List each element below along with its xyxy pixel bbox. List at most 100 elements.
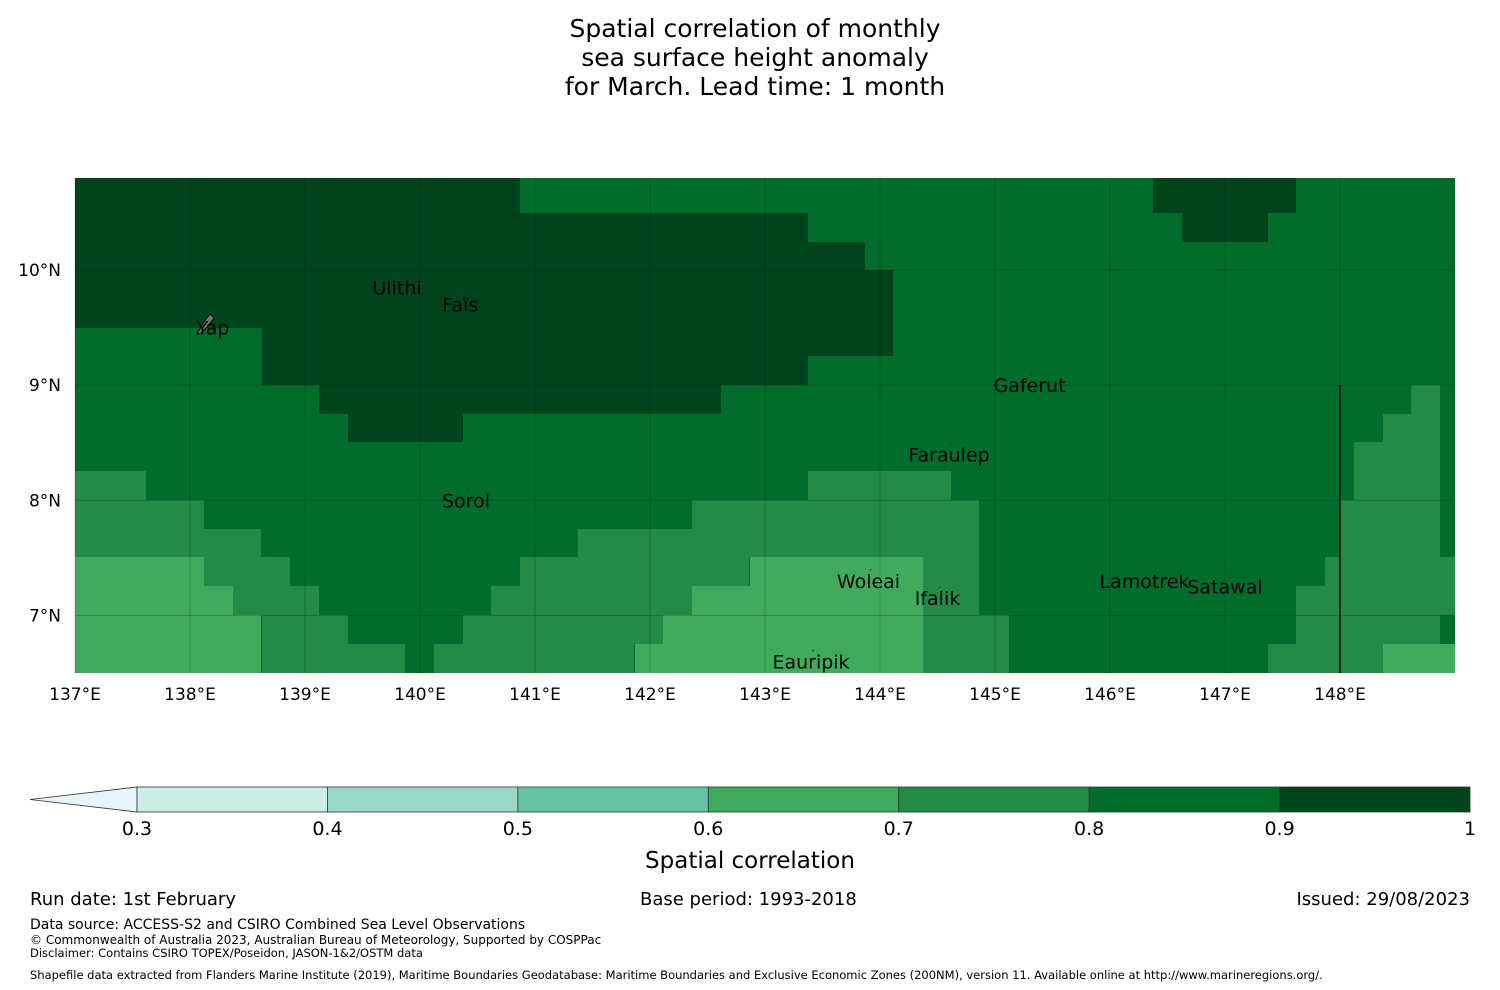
place-label: Ifalik <box>915 588 961 610</box>
correlation-map-figure: Ulithi Faïs Yap Gaferut Faraulep Sorol Woleai I… <box>18 178 1476 874</box>
title-line-1: Spatial correlation of monthly <box>569 14 941 43</box>
place-label: Yap <box>196 318 230 340</box>
colorbar-tick-label: 0.7 <box>884 818 914 840</box>
lon-tick-label: 140°E <box>394 685 446 705</box>
lon-tick-label: 144°E <box>854 685 906 705</box>
correlation-cell <box>434 644 634 673</box>
island-marker <box>1030 373 1033 376</box>
island-marker <box>1145 569 1148 571</box>
correlation-cell <box>75 529 261 557</box>
correlation-cell <box>233 586 319 616</box>
title-line-3: for March. Lead time: 1 month <box>564 72 946 101</box>
correlation-cell <box>204 586 233 615</box>
colorbar-segment <box>1279 786 1471 813</box>
colorbar-segment <box>327 786 519 813</box>
colorbar-tick-label: 0.9 <box>1264 818 1294 840</box>
yap-island-shape <box>196 313 215 335</box>
island-marker <box>869 569 872 571</box>
colorbar-label: Spatial correlation <box>645 848 855 874</box>
place-label: Eauripik <box>772 651 849 673</box>
place-label: Faïs <box>442 295 478 317</box>
place-label: Sorol <box>442 490 490 512</box>
place-label: Lamotrek <box>1100 571 1190 593</box>
lon-tick-label: 141°E <box>509 685 561 705</box>
colorbar-tick-label: 0.6 <box>693 818 723 840</box>
colorbar-extend-arrow <box>29 786 138 813</box>
island-marker <box>950 442 952 445</box>
lon-tick-label: 137°E <box>49 685 101 705</box>
run-date: Run date: 1st February <box>30 889 236 910</box>
correlation-cell <box>1383 414 1440 442</box>
lat-tick-label: 7°N <box>29 606 61 626</box>
correlation-cell <box>1182 213 1268 242</box>
correlation-cell <box>262 356 808 385</box>
colorbar-tick-label: 1 <box>1464 818 1476 840</box>
correlation-cell <box>490 213 808 242</box>
place-label: Ulithi <box>372 277 421 299</box>
place-label: Satawal <box>1187 577 1262 599</box>
colorbar-segment <box>517 786 709 813</box>
lat-tick-label: 10°N <box>18 261 61 281</box>
correlation-cell <box>1411 385 1440 414</box>
correlation-cell <box>348 644 405 673</box>
island-marker <box>461 292 464 295</box>
correlation-cell <box>635 644 923 673</box>
lat-tick-label: 8°N <box>29 491 61 511</box>
lon-tick-label: 146°E <box>1084 685 1136 705</box>
correlation-cell <box>663 615 923 644</box>
correlation-cell <box>1340 557 1455 615</box>
place-label: Woleai <box>837 571 900 593</box>
title-line-2: sea surface height anomaly <box>581 43 929 72</box>
correlation-cell <box>1268 644 1383 673</box>
island-marker <box>812 649 814 652</box>
disclaimer: Disclaimer: Contains CSIRO TOPEX/Poseido… <box>30 946 423 960</box>
lon-tick-label: 142°E <box>624 685 676 705</box>
lon-tick-label: 143°E <box>739 685 791 705</box>
colorbar-tick-label: 0.3 <box>122 818 152 840</box>
correlation-cell <box>923 557 979 615</box>
correlation-cell <box>520 557 749 586</box>
correlation-cell <box>1383 644 1455 673</box>
base-period: Base period: 1993-2018 <box>640 889 857 910</box>
colorbar-segment <box>136 786 328 813</box>
place-labels: Ulithi Faïs Yap Gaferut Faraulep Sorol Woleai I… <box>196 275 1263 673</box>
correlation-cell <box>1153 178 1296 213</box>
colorbar-tick-label: 0.4 <box>312 818 342 840</box>
correlation-cell <box>1340 615 1440 644</box>
correlation-cell <box>750 557 923 587</box>
correlation-cell <box>1296 586 1340 644</box>
correlation-cell <box>1325 557 1340 586</box>
issued-date: Issued: 29/08/2023 <box>1296 889 1470 910</box>
island-marker <box>398 275 400 278</box>
correlation-cell <box>204 557 290 587</box>
correlation-cell <box>1354 442 1440 500</box>
map-axes: 10°N 9°N 8°N 7°N 137°E 138°E 139°E 140°E 141°E 14… <box>18 261 1366 705</box>
correlation-cell <box>692 586 923 615</box>
island-marker <box>467 488 469 491</box>
correlation-cell <box>490 242 865 270</box>
colorbar-segment <box>898 786 1090 813</box>
correlation-cell <box>75 471 146 500</box>
correlation-cell <box>233 270 893 328</box>
lat-tick-label: 9°N <box>29 376 61 396</box>
island-marker <box>214 315 216 318</box>
correlation-cells <box>75 178 1455 673</box>
correlation-cell <box>348 414 463 442</box>
chart-title: Spatial correlation of monthly sea surfa… <box>450 14 1060 101</box>
correlation-cell <box>262 615 348 673</box>
correlation-cell <box>75 615 261 673</box>
correlation-cell <box>578 529 979 557</box>
data-source: Data source: ACCESS-S2 and CSIRO Combine… <box>30 917 526 933</box>
shapefile-credit: Shapefile data extracted from Flanders M… <box>30 968 1323 982</box>
colorbar-tick-label: 0.8 <box>1074 818 1104 840</box>
island-marker <box>1226 574 1228 577</box>
island-marker <box>938 586 941 589</box>
lon-tick-label: 139°E <box>279 685 331 705</box>
colorbar: 0.3 0.4 0.5 0.6 0.7 0.8 0.9 1 Spatial correlatio… <box>29 786 1476 874</box>
correlation-cell <box>808 471 951 500</box>
place-label: Gaferut <box>993 375 1065 397</box>
correlation-cell <box>463 615 663 644</box>
place-label: Faraulep <box>908 444 989 466</box>
correlation-cell <box>490 178 520 213</box>
correlation-cell <box>319 385 721 414</box>
